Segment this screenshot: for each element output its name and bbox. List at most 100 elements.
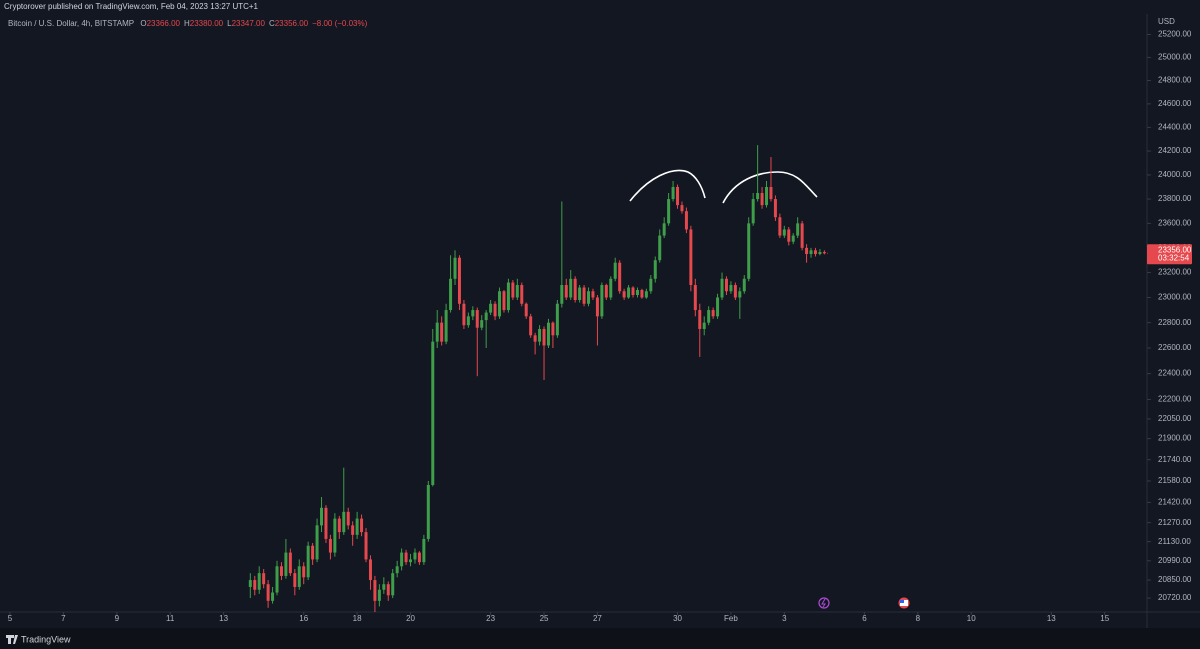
candle-body <box>297 566 301 587</box>
y-tick-label: 21130.00 <box>1158 537 1191 546</box>
candle-body <box>573 278 577 301</box>
candle-body <box>698 310 702 329</box>
y-tick-label: 24800.00 <box>1158 76 1192 85</box>
candle-body <box>440 322 444 342</box>
candle-body <box>609 278 613 298</box>
x-tick-label: 30 <box>673 614 682 623</box>
candle-body <box>604 285 608 298</box>
candle-body <box>760 193 764 206</box>
candle-body <box>782 229 786 236</box>
candle-body <box>520 285 524 304</box>
drawn-arc <box>722 171 818 204</box>
candle-body <box>778 217 782 236</box>
candle-body <box>253 580 257 590</box>
y-tick-label: 24600.00 <box>1158 99 1192 108</box>
candle-body <box>257 573 261 590</box>
x-tick-label: 16 <box>299 614 308 623</box>
candle-body <box>266 584 270 601</box>
candle-body <box>680 205 684 212</box>
candle-body <box>533 335 537 342</box>
ohlc-value: 23347.00 <box>231 19 265 28</box>
candle-body <box>342 511 346 533</box>
candle-body <box>284 552 288 576</box>
candle-body <box>288 552 292 574</box>
candle-body <box>400 552 404 567</box>
candle-body <box>702 322 706 329</box>
y-tick-label: 23800.00 <box>1158 194 1192 203</box>
x-tick-label: 5 <box>8 614 13 623</box>
y-tick-label: 21420.00 <box>1158 498 1192 507</box>
candle-body <box>587 291 591 304</box>
y-tick-label: 22200.00 <box>1158 395 1192 404</box>
candle-body <box>364 532 368 560</box>
candle-body <box>765 186 769 206</box>
candle-body <box>351 525 355 535</box>
candle-body <box>355 518 359 535</box>
candle-body <box>324 507 328 539</box>
y-tick-label: 20720.00 <box>1158 593 1192 602</box>
ohlc-value: 23356.00 <box>274 19 309 28</box>
candle-body <box>805 247 809 255</box>
candle-body <box>489 303 493 313</box>
candle-body <box>564 285 568 298</box>
footer-bar <box>0 628 1200 649</box>
candle-body <box>600 285 604 317</box>
candle-body <box>511 282 515 298</box>
candle-body <box>462 303 466 326</box>
candle-body <box>813 250 817 255</box>
y-tick-label: 25200.00 <box>1158 30 1192 39</box>
x-tick-label: 13 <box>219 614 228 623</box>
candle-body <box>582 287 586 304</box>
ohlc-label: L <box>227 19 232 28</box>
x-tick-label: 27 <box>593 614 602 623</box>
x-tick-label: 13 <box>1047 614 1056 623</box>
candle-body <box>716 297 720 317</box>
candle-body <box>667 199 671 224</box>
event-icon[interactable] <box>818 597 830 609</box>
candle-body <box>822 252 826 254</box>
event-icon-glyph <box>900 600 904 603</box>
candle-body <box>640 290 644 298</box>
candle-body <box>671 186 675 200</box>
y-tick-label: 25000.00 <box>1158 53 1192 62</box>
candle-body <box>693 285 697 311</box>
candle-body <box>466 316 470 326</box>
candle-body <box>404 552 408 563</box>
candle-body <box>302 566 306 578</box>
candle-body <box>506 282 510 311</box>
candle-body <box>368 559 372 581</box>
symbol-name: Bitcoin / U.S. Dollar, 4h, BITSTAMP <box>8 19 135 28</box>
y-tick-label: 23600.00 <box>1158 218 1192 227</box>
candle-body <box>773 199 777 218</box>
x-tick-label: 7 <box>61 614 66 623</box>
candle-body <box>658 235 662 261</box>
candle-body <box>578 287 582 301</box>
y-tick-label: 22800.00 <box>1158 318 1192 327</box>
y-tick-label: 20850.00 <box>1158 575 1192 584</box>
x-tick-label: 20 <box>406 614 415 623</box>
candle-body <box>751 199 755 224</box>
x-tick-label: 9 <box>115 614 120 623</box>
candle-body <box>724 278 728 292</box>
ohlc-value: 23366.00 <box>146 19 180 28</box>
candle-body <box>382 584 386 590</box>
candle-body <box>649 278 653 292</box>
candle-body <box>422 538 426 563</box>
candle-body <box>315 525 319 560</box>
candle-body <box>542 328 546 346</box>
candle-body <box>684 211 688 230</box>
candle-body <box>426 484 430 539</box>
candle-body <box>729 285 733 292</box>
candle-body <box>711 310 715 317</box>
candle-body <box>293 573 297 587</box>
event-icon-glyph <box>821 598 826 608</box>
candle-body <box>248 580 252 587</box>
candle-body <box>769 186 773 200</box>
candle-body <box>360 518 364 533</box>
candle-body <box>747 223 751 279</box>
candle-body <box>498 291 502 317</box>
price-tag <box>1147 244 1192 265</box>
candle-body <box>622 291 626 298</box>
